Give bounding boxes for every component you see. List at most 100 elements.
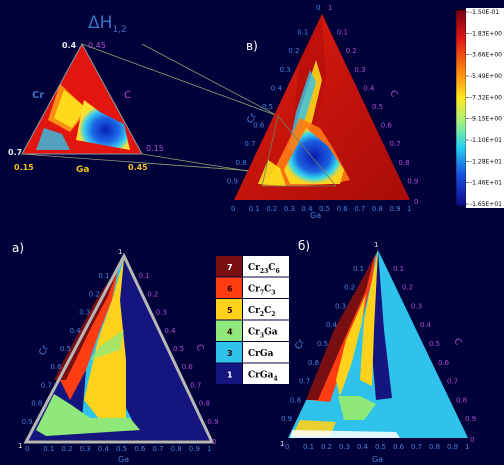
bottom-tick-label: 0.7 bbox=[354, 205, 365, 213]
legend-number: 4 bbox=[227, 328, 233, 337]
bottom-tick-label: 0 bbox=[231, 205, 235, 213]
panel-a-right-ticks: 0.1 0.2 0.3 0.4 0.5 0.6 0.7 0.8 0.9 bbox=[139, 272, 219, 426]
bottom-tick-label: 0.8 bbox=[429, 443, 440, 451]
legend-swatch bbox=[216, 363, 242, 384]
legend-number: 3 bbox=[227, 349, 233, 358]
bottom-tick-label: 0.4 bbox=[357, 443, 369, 451]
legend-label-part: 2 bbox=[271, 311, 275, 318]
colorbar-tick-label: -5.49E+00 bbox=[470, 73, 502, 80]
inset-diagram: ΔH1,2 0.4 0.45 Cr C 0.7 0.15 0.15 Ga 0.4… bbox=[8, 13, 164, 175]
bottom-tick-label: 0.7 bbox=[152, 445, 163, 453]
bottom-tick-label: 0.9 bbox=[189, 445, 200, 453]
inset-c-label: C bbox=[124, 90, 131, 101]
panel-b-label: б) bbox=[298, 239, 310, 253]
left-tick-label: 0.2 bbox=[288, 47, 299, 55]
bottom-tick-label: 0.8 bbox=[372, 205, 383, 213]
left-tick-label: 0.5 bbox=[317, 340, 328, 348]
panel-a-corner-left: 1 bbox=[18, 442, 22, 450]
panel-a-cr-axis: Cr bbox=[38, 344, 51, 358]
legend-number: 7 bbox=[227, 263, 233, 272]
legend-label-part: Cr bbox=[248, 328, 260, 338]
legend-label: Cr7C3 bbox=[248, 285, 275, 297]
left-tick-label: 0.1 bbox=[98, 272, 109, 280]
bottom-tick-label: 0.8 bbox=[171, 445, 182, 453]
legend-swatch bbox=[216, 342, 242, 363]
bottom-tick-label: 0.4 bbox=[301, 205, 313, 213]
legend-label-part: 3 bbox=[260, 333, 264, 340]
bottom-tick-label: 0 bbox=[285, 443, 289, 451]
legend-number: 1 bbox=[227, 371, 233, 380]
bottom-tick-label: 0.2 bbox=[266, 205, 277, 213]
left-tick-label: 0.2 bbox=[344, 284, 355, 292]
legend-label-part: CrGa bbox=[248, 349, 274, 359]
legend-label-bg bbox=[243, 299, 289, 320]
colorbar-tick-bg bbox=[466, 8, 504, 208]
panel-v-left-ticks: 0.1 0.2 0.3 0.4 0.5 0.6 0.7 0.8 0.9 bbox=[227, 29, 309, 186]
bottom-tick-label: 0.1 bbox=[249, 205, 260, 213]
panel-v-bottom-ticks: 0 0.1 0.2 0.3 0.4 0.5 0.6 0.7 0.8 0.9 1 bbox=[231, 205, 411, 213]
colorbar-tick-label: -1.28E+01 bbox=[470, 158, 502, 165]
right-tick-label: 0.3 bbox=[354, 66, 365, 74]
panel-b-bottom-ticks: 0 0.1 0.2 0.3 0.4 0.5 0.6 0.7 0.8 0.9 1 bbox=[285, 443, 469, 451]
right-tick-label: 0.2 bbox=[346, 47, 357, 55]
right-tick-label: 0.4 bbox=[420, 321, 432, 329]
right-tick-label: 0.8 bbox=[199, 400, 210, 408]
right-tick-label: 0.9 bbox=[207, 418, 218, 426]
left-tick-label: 0.7 bbox=[244, 140, 255, 148]
panel-v-right-ticks: 0.1 0.2 0.3 0.4 0.5 0.6 0.7 0.8 0.9 bbox=[337, 29, 419, 186]
right-tick-label: 0.1 bbox=[393, 265, 404, 273]
bottom-tick-label: 0 bbox=[25, 445, 29, 453]
legend-label: Cr3Ga bbox=[248, 328, 278, 340]
right-tick-label: 0.5 bbox=[173, 345, 184, 353]
panel-a-apex: 1 bbox=[118, 248, 122, 256]
panel-v-zoom-outline bbox=[261, 115, 337, 187]
right-tick-label: 0.2 bbox=[147, 290, 158, 298]
legend-label-part: 4 bbox=[273, 376, 277, 383]
legend-label: CrGa4 bbox=[248, 371, 278, 383]
legend-swatch bbox=[216, 256, 242, 277]
colorbar: -1.50E-01 -1.83E+00 -3.66E+00 -5.49E+00 -7.3… bbox=[455, 8, 504, 208]
right-tick-label: 0.6 bbox=[182, 363, 194, 371]
inset-right-value: 0.15 bbox=[146, 144, 164, 153]
legend-label-bg bbox=[243, 277, 289, 298]
right-tick-label: 0.5 bbox=[429, 340, 440, 348]
bottom-tick-label: 1 bbox=[407, 205, 411, 213]
bottom-tick-label: 0.9 bbox=[447, 443, 458, 451]
panel-b-corner-right: 0 bbox=[470, 436, 474, 444]
left-tick-label: 0.3 bbox=[335, 302, 346, 310]
legend-number: 5 bbox=[227, 306, 233, 315]
bottom-tick-label: 0.3 bbox=[284, 205, 295, 213]
panel-v-corner-right: 0 bbox=[414, 198, 418, 206]
panel-b-phase-4 bbox=[338, 396, 376, 420]
left-tick-label: 0.6 bbox=[308, 359, 320, 367]
legend-label-part: C bbox=[264, 285, 271, 295]
right-tick-label: 0.9 bbox=[465, 415, 476, 423]
panel-b-ga-axis: Ga bbox=[372, 455, 383, 464]
legend-label-bg bbox=[243, 342, 289, 363]
panel-a-phase-5 bbox=[84, 258, 126, 420]
bottom-tick-label: 0.5 bbox=[319, 205, 330, 213]
inset-top-left-value: 0.4 bbox=[62, 41, 77, 50]
panel-a-phase-4 bbox=[36, 394, 140, 436]
right-tick-label: 0.1 bbox=[337, 29, 348, 37]
inset-bottom-left-value: 0.15 bbox=[14, 163, 34, 172]
right-tick-label: 0.7 bbox=[447, 378, 458, 386]
panel-b-apex: 1 bbox=[374, 241, 378, 249]
left-tick-label: 0.3 bbox=[280, 66, 291, 74]
left-tick-label: 0.6 bbox=[50, 363, 62, 371]
bottom-tick-label: 0.6 bbox=[393, 443, 405, 451]
right-tick-label: 0.3 bbox=[156, 309, 167, 317]
right-tick-label: 0.3 bbox=[411, 302, 422, 310]
legend-label: Cr23C6 bbox=[248, 263, 280, 275]
colorbar-gradient bbox=[455, 9, 467, 207]
panel-b-corner-left: 1 bbox=[280, 440, 284, 448]
legend-label-part: Cr bbox=[248, 263, 260, 273]
left-tick-label: 0.5 bbox=[60, 345, 71, 353]
colorbar-tick-label: -7.32E+00 bbox=[470, 94, 502, 101]
legend-label-part: C bbox=[268, 263, 275, 273]
panel-b-cr-axis: Cr bbox=[294, 338, 307, 352]
inset-cr-label: Cr bbox=[32, 90, 44, 101]
left-tick-label: 0.1 bbox=[297, 29, 308, 37]
left-tick-label: 0.5 bbox=[262, 103, 273, 111]
